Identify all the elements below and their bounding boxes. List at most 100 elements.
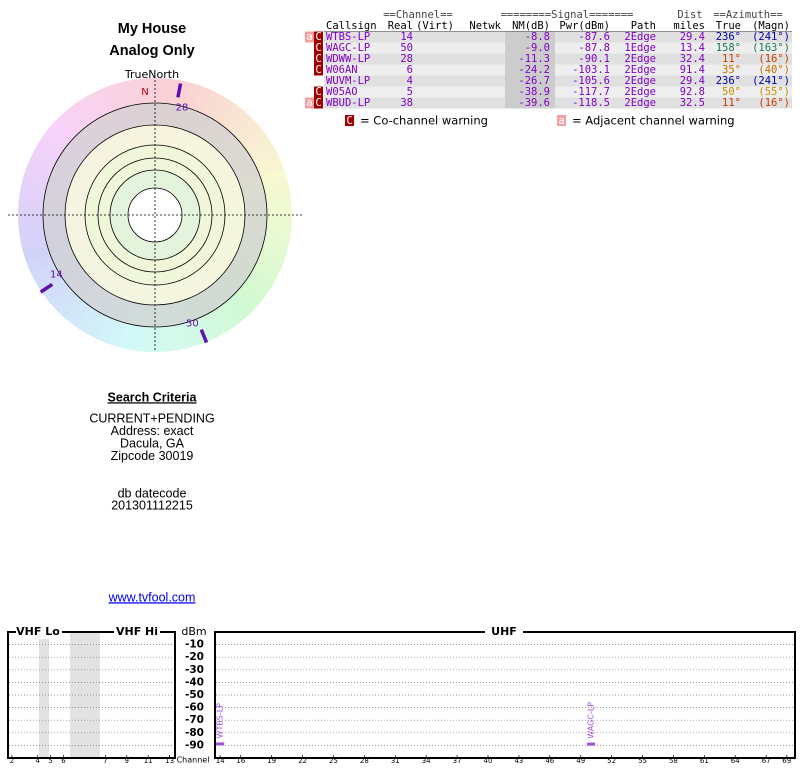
x-tick-label: 34: [422, 757, 431, 765]
cell-true: 236°: [716, 31, 741, 43]
cell-dist: 92.8: [680, 86, 705, 98]
subtitle: Analog Only: [109, 43, 194, 59]
vhf-lo-title: VHF Lo: [16, 625, 60, 638]
cell-path: 2Edge: [624, 64, 656, 76]
x-tick-label: 37: [453, 757, 462, 765]
cell-dist: 13.4: [680, 42, 705, 54]
cell-pwr: -105.6: [572, 75, 610, 87]
cell-real: 6: [407, 64, 413, 76]
column-header: (Magn): [752, 20, 790, 32]
cell-magn: (16°): [758, 97, 790, 109]
cell-real: 14: [400, 31, 413, 43]
cell-dist: 32.4: [680, 53, 705, 65]
flag-box: [314, 42, 323, 54]
cell-callsign: WUVM-LP: [326, 75, 370, 87]
polar-plot: N 28 14 50: [8, 78, 302, 352]
x-tick-label: 64: [731, 757, 740, 765]
x-tick-label: 61: [700, 757, 709, 765]
y-tick-label: -10: [185, 639, 204, 651]
flag: C: [315, 64, 321, 76]
search-line: Address: exact: [111, 424, 194, 438]
nm-bg: [505, 53, 555, 65]
flag-box: [314, 86, 323, 98]
x-tick-label: 11: [144, 757, 153, 765]
cell-true: 11°: [722, 53, 741, 65]
cell-true: 50°: [722, 86, 741, 98]
flag-box: [314, 31, 323, 43]
y-tick-label: -60: [185, 702, 204, 714]
x-tick-label: 69: [782, 757, 791, 765]
co-text: = Co-channel warning: [360, 114, 488, 128]
x-tick-label: 40: [484, 757, 493, 765]
search-line: Dacula, GA: [120, 436, 185, 450]
cell-real: 4: [407, 75, 413, 87]
north-label: TrueNorth: [124, 68, 179, 81]
flag: C: [315, 42, 321, 54]
vhf-panel: [7, 631, 176, 759]
cell-magn: (40°): [758, 64, 790, 76]
adj-text: = Adjacent channel warning: [572, 114, 735, 128]
x-tick-label: 2: [10, 757, 14, 765]
column-header: True: [716, 20, 741, 32]
cell-dist: 91.4: [680, 64, 705, 76]
uhf-title: UHF: [491, 625, 517, 638]
cell-path: 2Edge: [624, 97, 656, 109]
y-tick-label: -80: [185, 727, 204, 739]
column-header: Callsign: [326, 20, 377, 32]
flag: C: [315, 31, 321, 43]
cell-pwr: -103.1: [572, 64, 610, 76]
cell-magn: (163°): [752, 42, 790, 54]
cell-pwr: -118.5: [572, 97, 610, 109]
y-tick-label: -30: [185, 664, 204, 676]
signal-bar: [216, 742, 225, 746]
cell-path: 2Edge: [624, 86, 656, 98]
title-bg: [16, 625, 62, 639]
x-tick-label: 7: [103, 757, 107, 765]
x-tick-label: 46: [545, 757, 554, 765]
flag-box: [314, 97, 323, 109]
x-tick-label: 28: [360, 757, 369, 765]
cell-nm: -9.0: [525, 42, 550, 54]
link[interactable]: www.tvfool.com: [108, 590, 196, 604]
x-tick-label: 14: [216, 757, 225, 765]
station-marker: [199, 328, 209, 344]
spectrum-chart: VHF Lo VHF Hi UHF dBm Channel -10-20-30-…: [7, 625, 796, 765]
column-header: (Virt): [416, 20, 454, 32]
station-label: 28: [176, 102, 189, 113]
x-tick-label: 4: [35, 757, 40, 765]
x-title: Channel: [177, 756, 210, 765]
cell-magn: (55°): [758, 86, 790, 98]
row-bg: [324, 75, 792, 87]
cell-path: 2Edge: [624, 75, 656, 87]
group-header: Dist: [677, 9, 702, 21]
x-tick-label: 52: [607, 757, 616, 765]
x-tick-label: 31: [391, 757, 400, 765]
flag: a: [306, 31, 312, 43]
cell-pwr: -90.1: [578, 53, 610, 65]
signal-bar: [587, 742, 596, 746]
cell-callsign: WDWW-LP: [326, 53, 370, 65]
column-header: Path: [631, 20, 656, 32]
cell-true: 11°: [722, 97, 741, 109]
cell-callsign: W06AN: [326, 64, 358, 76]
x-tick-label: 16: [236, 757, 245, 765]
x-tick-label: 19: [267, 757, 276, 765]
y-tick-label: -70: [185, 714, 204, 726]
flag-box: [314, 53, 323, 65]
north-mark: N: [141, 87, 148, 98]
x-tick-label: 5: [48, 757, 52, 765]
x-tick-label: 67: [762, 757, 771, 765]
group-header: ==Channel==: [383, 9, 453, 21]
x-tick-label: 43: [514, 757, 523, 765]
cell-true: 158°: [716, 42, 741, 54]
cell-callsign: WBUD-LP: [326, 97, 370, 109]
cell-real: 50: [400, 42, 413, 54]
cell-real: 38: [400, 97, 413, 109]
co-icon-box: [345, 115, 354, 126]
group-header: ========Signal=======: [501, 9, 634, 21]
nm-bg: [505, 75, 555, 87]
column-header: miles: [673, 20, 705, 32]
co-icon: C: [346, 115, 352, 127]
station-marker: [39, 282, 54, 294]
